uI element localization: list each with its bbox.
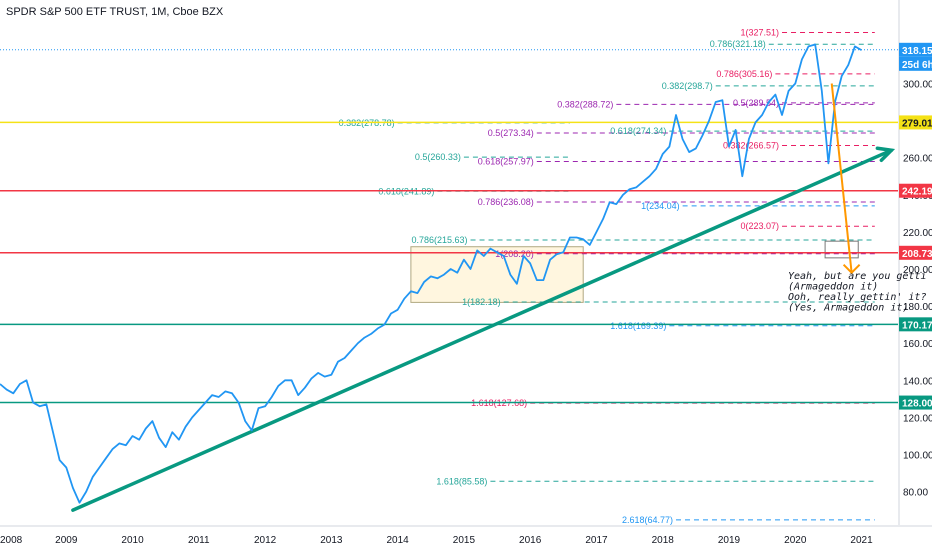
note-line-1: (Armageddon it) [788, 282, 878, 293]
price-badge-label-2: 242.19 [902, 187, 932, 198]
trendline[interactable] [71, 146, 896, 512]
y-tick-label-5: 180.00 [903, 302, 932, 313]
time-axis[interactable]: 2008 2009 2010 2011 2012 2013 2014 2015 2016 2017… [0, 525, 932, 550]
y-tick-label-1: 100.00 [903, 451, 932, 462]
price-badge-label-0: 318.15 [902, 46, 932, 57]
fib-label-14: 1(234.04) [641, 201, 680, 211]
note-line-2: Ooh, really gettin' it? [788, 292, 926, 303]
fib-label-4: 0.382(288.72) [557, 99, 613, 109]
annotation-note: Yeah, but are you getti(Armageddon it)Oo… [788, 271, 926, 314]
price-badge-label-4: 170.17 [902, 320, 932, 331]
trendline-arrowhead [875, 146, 896, 163]
x-tick-label-5: 2013 [320, 535, 343, 546]
price-badge-label-3: 208.73 [902, 249, 932, 260]
fib-label-16: 0.786(215.63) [411, 235, 467, 245]
y-tick-label-0: 80.00 [903, 488, 928, 499]
fib-label-21: 1.618(85.58) [436, 476, 487, 486]
fib-label-5: 0.5(289.54) [733, 98, 779, 108]
x-tick-label-4: 2012 [254, 535, 277, 546]
note-line-3: (Yes, Armageddon it) [788, 303, 908, 314]
price-badge-0 [899, 42, 932, 57]
time-axis-background [0, 525, 932, 550]
fib-label-0: 1(327.51) [740, 27, 779, 37]
fib-label-19: 1.618(169.39) [610, 321, 666, 331]
x-tick-label-9: 2017 [585, 535, 608, 546]
fib-label-11: 0.618(257.97) [478, 156, 534, 166]
x-tick-label-6: 2014 [387, 535, 410, 546]
y-tick-label-6: 200.00 [903, 265, 932, 276]
x-tick-label-13: 2021 [850, 535, 873, 546]
price-badge-3 [899, 245, 932, 260]
price-badge-label-5: 128.00 [902, 399, 932, 410]
projection-arrow[interactable] [830, 83, 861, 275]
countdown-label: 25d 6h [902, 60, 932, 71]
y-tick-label-7: 220.00 [903, 228, 932, 239]
price-badge-4 [899, 317, 932, 332]
chart-title: SPDR S&P 500 ETF TRUST, 1M, Cboe BZX [6, 6, 224, 18]
projection-arrow-head [842, 263, 861, 275]
fib-label-8: 0.618(274.34) [610, 126, 666, 136]
x-tick-label-10: 2018 [652, 535, 675, 546]
price-badge-2 [899, 183, 932, 198]
trendline-segment [71, 148, 894, 512]
fib-label-15: 0(223.07) [740, 221, 779, 231]
fib-label-22: 2.618(64.77) [622, 515, 673, 525]
highlight-box-1 [824, 240, 859, 259]
countdown-badge [899, 56, 932, 71]
y-tick-label-11: 300.00 [903, 79, 932, 90]
price-axis-background [899, 0, 932, 525]
price-badge-label-1: 279.01 [902, 118, 932, 129]
x-tick-label-12: 2020 [784, 535, 807, 546]
note-line-0: Yeah, but are you getti [788, 271, 926, 282]
x-tick-label-3: 2011 [188, 535, 210, 546]
series-line-0 [0, 43, 862, 504]
fib-label-18: 1(182.18) [462, 297, 501, 307]
y-tick-label-4: 160.00 [903, 339, 932, 350]
price-badges: 318.15 279.01 242.19 208.73 170.17 128.00 25d … [899, 42, 932, 410]
fib-label-10: 0.5(260.33) [415, 152, 461, 162]
fib-label-13: 0.786(236.08) [478, 197, 534, 207]
price-series [0, 43, 862, 504]
fib-label-2: 0.786(305.16) [716, 69, 772, 79]
x-tick-label-0: 2008 [0, 535, 23, 546]
fib-label-3: 0.382(298.7) [662, 81, 713, 91]
fib-label-17: 1(208.20) [495, 249, 534, 259]
fib-label-1: 0.786(321.18) [710, 39, 766, 49]
price-badge-5 [899, 395, 932, 410]
horizontal-levels [0, 49, 898, 404]
y-tick-label-2: 120.00 [903, 413, 932, 424]
x-tick-label-11: 2019 [718, 535, 741, 546]
fib-label-7: 0.5(273.34) [488, 128, 534, 138]
fib-label-9: 0.382(266.57) [723, 140, 779, 150]
y-tick-label-9: 260.00 [903, 154, 932, 165]
x-tick-label-1: 2009 [55, 535, 78, 546]
price-axis[interactable]: 80.00 100.00 120.00 140.00 160.00 180.00 200.0… [898, 0, 932, 525]
y-tick-label-3: 140.00 [903, 376, 932, 387]
projection-arrow-shaft [830, 83, 853, 273]
x-tick-label-7: 2015 [453, 535, 476, 546]
price-badge-1 [899, 115, 932, 130]
x-tick-label-8: 2016 [519, 535, 542, 546]
x-tick-label-2: 2010 [121, 535, 144, 546]
